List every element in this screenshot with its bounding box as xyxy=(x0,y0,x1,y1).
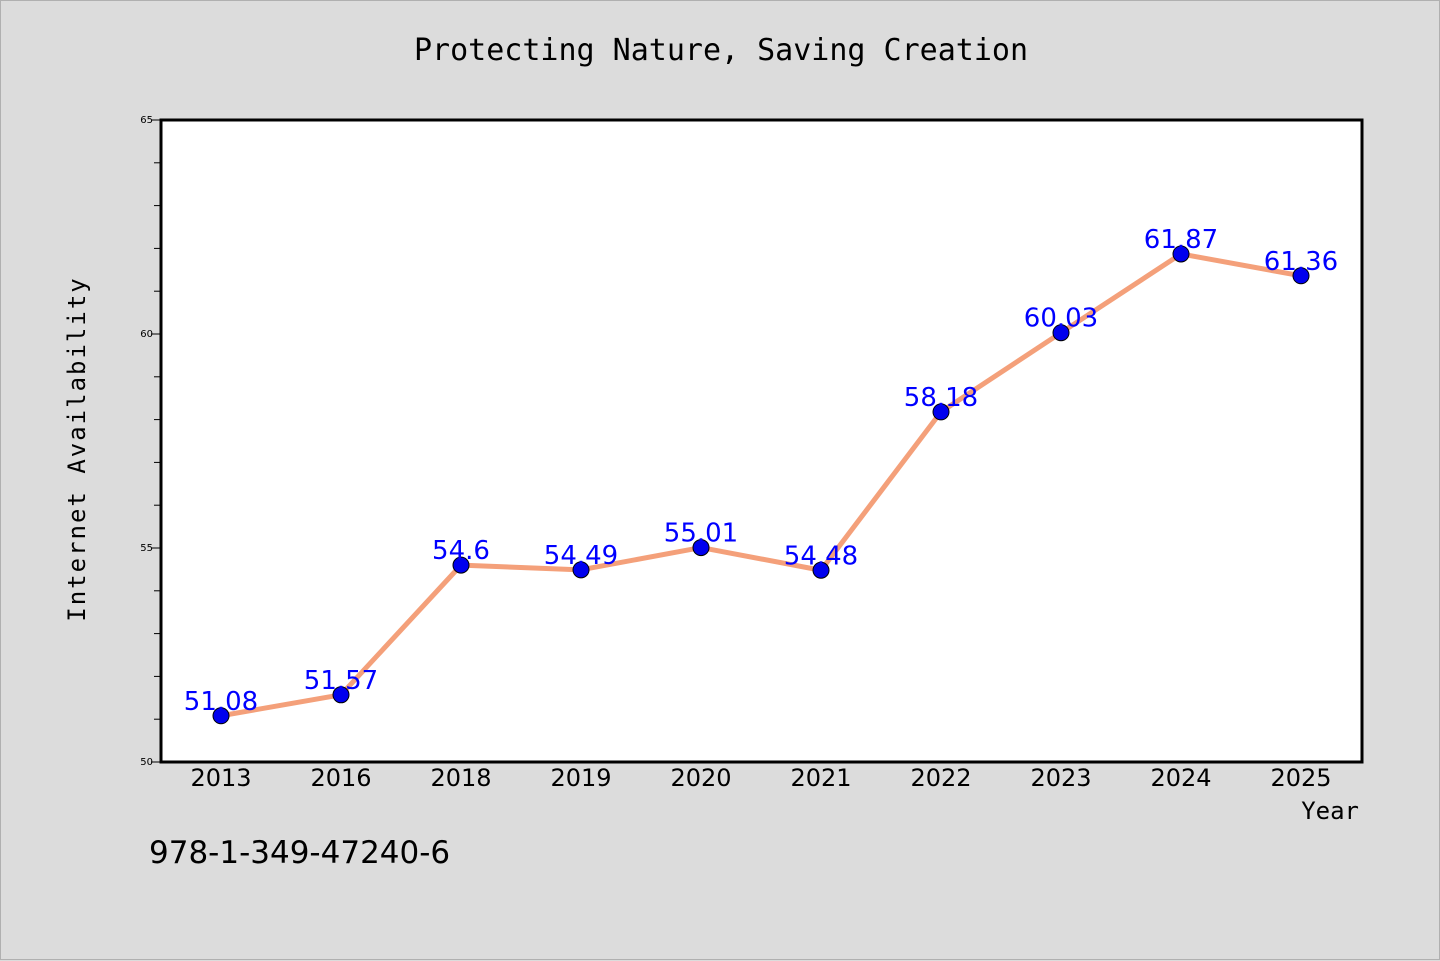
data-label: 61.36 xyxy=(1264,247,1338,277)
data-label: 54.6 xyxy=(432,536,490,566)
x-tick-label: 2016 xyxy=(310,764,371,792)
x-tick-label: 2013 xyxy=(190,764,251,792)
x-tick-label: 2023 xyxy=(1030,764,1091,792)
x-tick-label: 2019 xyxy=(550,764,611,792)
y-tick-label: 55 xyxy=(140,543,153,554)
data-label: 55.01 xyxy=(664,519,738,549)
y-tick-label: 65 xyxy=(140,115,153,126)
plot-area xyxy=(161,120,1362,762)
x-tick-label: 2021 xyxy=(790,764,851,792)
data-point xyxy=(1172,245,1190,263)
data-label: 58.18 xyxy=(904,383,978,413)
data-point xyxy=(932,403,950,421)
data-point xyxy=(1052,324,1070,342)
data-label: 54.49 xyxy=(544,541,618,571)
series-line xyxy=(218,251,1304,719)
y-tick-label: 50 xyxy=(140,757,153,768)
plot-frame xyxy=(159,118,1364,764)
data-point xyxy=(1292,267,1310,285)
x-tick-label: 2024 xyxy=(1150,764,1211,792)
data-label: 60.03 xyxy=(1024,304,1098,334)
data-point xyxy=(692,539,710,557)
data-label: 51.08 xyxy=(184,687,258,717)
data-point xyxy=(812,561,830,579)
data-point xyxy=(452,556,470,574)
data-point xyxy=(332,686,350,704)
y-axis-label: Internet Availability xyxy=(63,276,91,622)
data-label: 61.87 xyxy=(1144,225,1218,255)
x-tick-label: 2020 xyxy=(670,764,731,792)
y-tick-label: 60 xyxy=(140,329,153,340)
data-label: 54.48 xyxy=(784,541,858,571)
isbn-text: 978-1-349-47240-6 xyxy=(149,835,451,871)
data-point xyxy=(212,707,230,725)
chart-title: Protecting Nature, Saving Creation xyxy=(413,33,1029,68)
x-tick-label: 2018 xyxy=(430,764,491,792)
x-tick-label: 2022 xyxy=(910,764,971,792)
data-point xyxy=(572,561,590,579)
data-label: 51.57 xyxy=(304,666,378,696)
x-axis-label: Year xyxy=(1301,797,1359,825)
x-tick-label: 2025 xyxy=(1270,764,1331,792)
